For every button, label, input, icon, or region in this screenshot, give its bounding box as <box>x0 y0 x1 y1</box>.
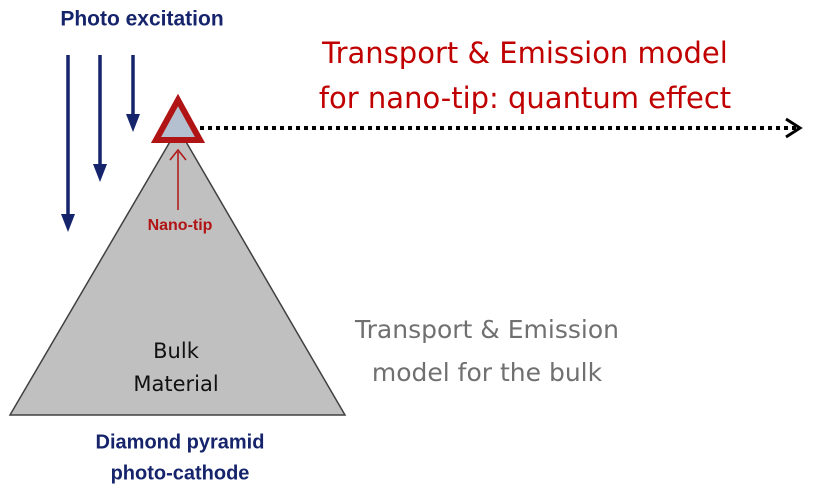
bulk-model-label: Transport & Emission <box>354 315 619 344</box>
nano-tip-label: Nano-tip <box>148 217 213 234</box>
bulk-model-label: model for the bulk <box>372 358 603 387</box>
nano-model-label: Transport & Emission model <box>321 36 728 70</box>
bulk-label: Bulk <box>153 339 200 363</box>
excitation-arrows <box>61 55 140 232</box>
emission-arrow <box>200 117 803 139</box>
nano-model-label: for nano-tip: quantum effect <box>319 81 731 115</box>
pyramid-label: photo-cathode <box>111 462 250 484</box>
pyramid-label: Diamond pyramid <box>96 431 265 453</box>
excitation-label: Photo excitation <box>60 8 223 31</box>
nano-tip-triangle <box>150 93 206 143</box>
pyramid <box>8 126 347 416</box>
nano-tip-arrow <box>169 148 187 210</box>
bulk-label: Material <box>133 372 218 396</box>
